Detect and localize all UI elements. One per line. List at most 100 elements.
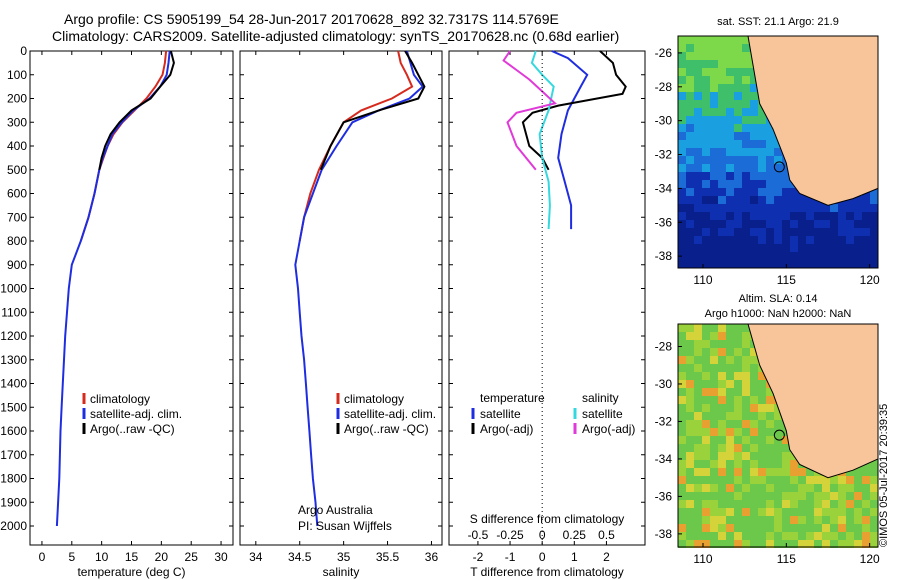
map-cell [726, 228, 734, 236]
map-cell [686, 356, 694, 364]
map-cell [726, 500, 734, 508]
map-cell [694, 204, 702, 212]
map-cell [838, 260, 846, 268]
map-cell [718, 244, 726, 252]
map-cell [822, 508, 830, 516]
sst-map-title: sat. SST: 21.1 Argo: 21.9 [717, 16, 839, 28]
map-cell [726, 60, 734, 68]
map-cell [846, 228, 854, 236]
map-cell [734, 340, 742, 348]
map-cell [750, 420, 758, 428]
map-cell [718, 380, 726, 388]
map-cell [734, 260, 742, 268]
lat-tick-label: -28 [655, 80, 673, 94]
map-cell [750, 468, 758, 476]
map-cell [686, 236, 694, 244]
map-cell [750, 540, 758, 548]
map-cell [678, 500, 686, 508]
map-cell [750, 140, 758, 148]
map-cell [782, 460, 790, 468]
map-cell [678, 260, 686, 268]
map-cell [742, 92, 750, 100]
map-cell [742, 212, 750, 220]
map-cell [694, 476, 702, 484]
map-cell [750, 252, 758, 260]
map-cell [766, 436, 774, 444]
map-cell [694, 508, 702, 516]
map-cell [758, 396, 766, 404]
map-cell [718, 508, 726, 516]
map-cell [678, 460, 686, 468]
lat-tick-label: -34 [655, 181, 673, 195]
map-cell [734, 228, 742, 236]
map-cell [758, 436, 766, 444]
x-tick-label: 10 [95, 550, 109, 564]
map-cell [710, 84, 718, 92]
map-cell [774, 540, 782, 548]
map-cell [718, 220, 726, 228]
map-cell [710, 44, 718, 52]
map-cell [766, 156, 774, 164]
legend-label: climatology [90, 392, 150, 406]
map-cell [814, 516, 822, 524]
map-cell [798, 468, 806, 476]
map-cell [854, 236, 862, 244]
map-cell [862, 236, 870, 244]
map-cell [694, 180, 702, 188]
map-cell [742, 380, 750, 388]
map-cell [726, 204, 734, 212]
map-cell [702, 484, 710, 492]
map-cell [854, 500, 862, 508]
map-cell [678, 44, 686, 52]
map-cell [734, 500, 742, 508]
map-cell [766, 532, 774, 540]
map-cell [838, 508, 846, 516]
map-cell [774, 524, 782, 532]
map-cell [686, 108, 694, 116]
map-cell [678, 84, 686, 92]
map-cell [718, 228, 726, 236]
sla-map-subtitle: Argo h1000: NaN h2000: NaN [705, 308, 852, 320]
map-cell [686, 500, 694, 508]
map-cell [678, 188, 686, 196]
map-cell [742, 476, 750, 484]
map-cell [686, 396, 694, 404]
map-cell [750, 116, 758, 124]
map-cell [742, 532, 750, 540]
map-cell [742, 492, 750, 500]
map-cell [750, 76, 758, 84]
map-cell [758, 372, 766, 380]
map-cell [710, 148, 718, 156]
s-axis-label: S difference from climatology [470, 512, 625, 526]
map-cell [734, 108, 742, 116]
map-cell [710, 212, 718, 220]
depth-tick-label: 300 [7, 115, 27, 129]
map-cell [734, 364, 742, 372]
map-cell [814, 484, 822, 492]
map-cell [678, 508, 686, 516]
map-cell [798, 492, 806, 500]
map-cell [854, 524, 862, 532]
map-cell [798, 252, 806, 260]
map-cell [758, 156, 766, 164]
map-cell [742, 340, 750, 348]
map-cell [678, 396, 686, 404]
map-cell [750, 508, 758, 516]
map-cell [822, 476, 830, 484]
map-cell [774, 244, 782, 252]
map-cell [758, 212, 766, 220]
map-cell [870, 236, 878, 244]
map-cell [846, 252, 854, 260]
map-cell [798, 204, 806, 212]
map-cell [686, 252, 694, 260]
map-cell [726, 124, 734, 132]
map-cell [822, 260, 830, 268]
map-cell [766, 428, 774, 436]
map-cell [758, 532, 766, 540]
map-cell [742, 156, 750, 164]
map-cell [718, 188, 726, 196]
map-cell [678, 60, 686, 68]
map-cell [766, 524, 774, 532]
map-cell [862, 468, 870, 476]
map-cell [694, 324, 702, 332]
